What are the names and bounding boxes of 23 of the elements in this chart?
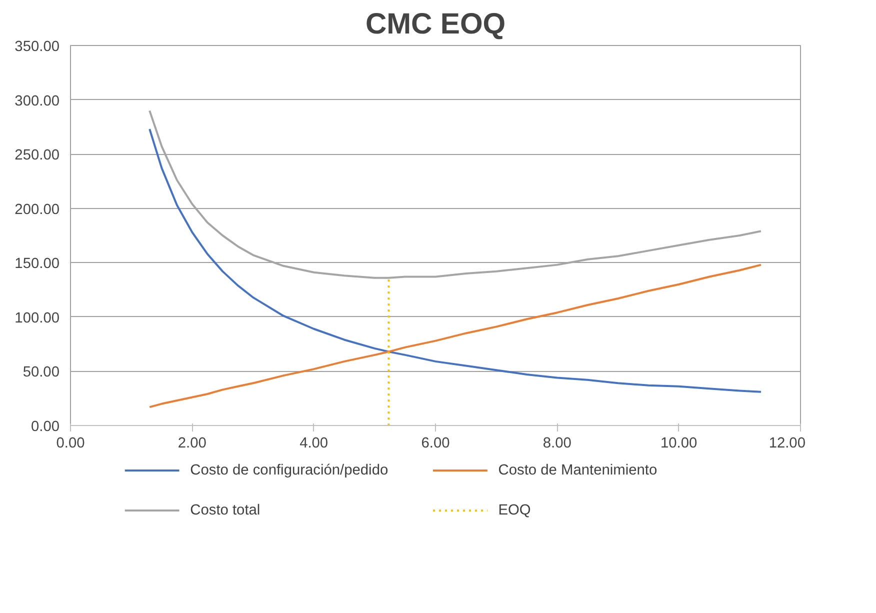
y-tick-label: 50.00 [22, 364, 60, 381]
x-tick-label: 6.00 [421, 436, 450, 452]
y-tick-label: 300.00 [14, 93, 60, 110]
legend-label: Costo de Mantenimiento [498, 462, 658, 478]
line-series [148, 110, 762, 279]
x-tick-label: 0.00 [56, 436, 85, 452]
y-tick-label: 100.00 [14, 310, 60, 326]
x-tick-label: 12.00 [768, 436, 806, 452]
y-tick-label: 0.00 [30, 419, 60, 435]
line-series [148, 264, 762, 408]
x-tick-label: 2.00 [178, 436, 206, 452]
y-tick-label: 150.00 [14, 256, 60, 272]
legend-label: Costo de configuración/pedido [190, 462, 388, 478]
y-tick-label: 350.00 [14, 39, 60, 55]
x-tick-label: 8.00 [542, 436, 572, 452]
legend-label: Costo total [190, 502, 260, 518]
y-tick-label: 250.00 [14, 148, 60, 164]
legend-label: EOQ [498, 502, 531, 518]
y-tick-label: 200.00 [14, 202, 60, 218]
x-tick-label: 4.00 [300, 436, 328, 452]
chart-title: CMC EOQ [365, 8, 506, 40]
line-series [148, 128, 762, 393]
x-tick-label: 10.00 [660, 436, 698, 452]
